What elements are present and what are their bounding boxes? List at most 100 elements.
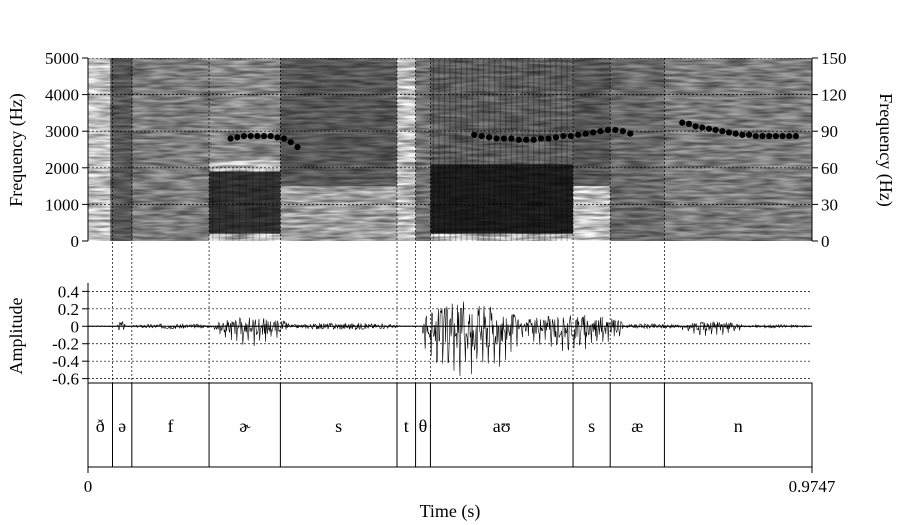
pitch-point xyxy=(486,134,493,141)
tick-label: 0 xyxy=(821,232,830,251)
pitch-point xyxy=(772,132,779,140)
x-max-label: 0.9747 xyxy=(789,477,836,496)
waveform-grid xyxy=(88,291,812,379)
pitch-point xyxy=(759,132,766,140)
tier-label: ð xyxy=(96,416,105,436)
tick-label: 90 xyxy=(821,122,838,141)
waveform-trace xyxy=(87,301,812,377)
text-tier: ð ə f ɚ s t θ aʊ s æ n xyxy=(87,382,813,468)
tier-label: n xyxy=(734,416,743,436)
pitch-point xyxy=(240,132,248,140)
pitch-point xyxy=(523,136,530,143)
tier-label: θ xyxy=(419,416,428,436)
x-min-label: 0 xyxy=(84,477,93,496)
pitch-point xyxy=(685,120,693,127)
pitch-point xyxy=(582,130,589,137)
pitch-point xyxy=(597,128,604,135)
tier-label: ə xyxy=(118,416,126,436)
pitch-point xyxy=(560,132,567,140)
pitch-point xyxy=(612,126,619,134)
pitch-point xyxy=(545,135,552,142)
pitch-point xyxy=(471,131,478,138)
pitch-point xyxy=(552,134,560,141)
amplitude-axis: 0.40.20-0.2-0.4-0.6 xyxy=(52,282,89,389)
pitch-track xyxy=(227,119,799,151)
tick-label: 1000 xyxy=(45,195,79,214)
tier-box xyxy=(87,382,813,468)
tick-label: 0.4 xyxy=(58,282,80,301)
tick-label: 0.2 xyxy=(58,300,79,319)
spectrogram-texture xyxy=(88,58,812,241)
tick-label: 0 xyxy=(71,317,80,336)
pitch-point xyxy=(604,126,612,134)
pitch-point xyxy=(500,135,508,142)
pitch-point xyxy=(766,132,773,140)
left-frequency-axis: 0 1000 2000 3000 4000 5000 xyxy=(45,49,89,251)
spectrogram-panel xyxy=(88,58,812,241)
pitch-point xyxy=(538,135,545,142)
amplitude-y-label: Amplitude xyxy=(6,297,26,374)
tier-label: ɚ xyxy=(239,416,251,436)
tick-label: 5000 xyxy=(45,49,79,68)
pitch-point xyxy=(619,128,626,135)
pitch-point xyxy=(745,131,753,138)
pitch-point xyxy=(732,130,739,137)
pitch-point xyxy=(478,132,485,140)
tick-label: 4000 xyxy=(45,86,79,105)
pitch-point xyxy=(260,132,268,140)
tier-label: f xyxy=(167,416,173,436)
pitch-point xyxy=(287,139,294,146)
tier-label: aʊ xyxy=(493,416,511,436)
pitch-point xyxy=(567,132,574,140)
tick-label: -0.4 xyxy=(52,352,79,371)
pitch-point xyxy=(725,129,733,136)
tick-label: -0.6 xyxy=(52,370,79,389)
pitch-point xyxy=(699,124,706,131)
pitch-point xyxy=(692,123,699,130)
pitch-point xyxy=(705,125,713,132)
pitch-point xyxy=(508,135,515,142)
tier-label: t xyxy=(404,416,409,436)
pitch-point xyxy=(530,136,537,143)
pitch-point xyxy=(792,132,799,140)
pitch-point xyxy=(274,134,281,141)
pitch-point xyxy=(294,143,301,151)
pitch-point xyxy=(589,129,597,136)
pitch-point xyxy=(739,131,746,138)
tier-label: s xyxy=(588,416,595,436)
tick-label: -0.2 xyxy=(52,335,79,354)
pitch-point xyxy=(575,131,582,138)
pitch-point xyxy=(786,132,793,140)
tick-label: 60 xyxy=(821,159,838,178)
tick-label: 2000 xyxy=(45,159,79,178)
tick-label: 0 xyxy=(71,232,80,251)
x-axis-label: Time (s) xyxy=(420,501,481,522)
pitch-point xyxy=(752,132,759,140)
waveform-panel xyxy=(87,291,812,379)
pitch-point xyxy=(267,132,274,140)
right-frequency-axis: 0 30 60 90 120 150 xyxy=(811,49,847,251)
pitch-point xyxy=(719,128,726,135)
tier-label: æ xyxy=(631,416,643,436)
pitch-point xyxy=(234,134,241,141)
left-y-label: Frequency (Hz) xyxy=(6,93,27,206)
pitch-point xyxy=(247,132,254,140)
pitch-point xyxy=(515,136,522,143)
pitch-point xyxy=(493,135,500,142)
right-y-label: Frequency (Hz) xyxy=(875,93,896,206)
pitch-point xyxy=(712,126,719,134)
spectrogram-grid xyxy=(88,58,812,205)
pitch-point xyxy=(227,135,234,142)
tick-label: 150 xyxy=(821,49,847,68)
tick-label: 30 xyxy=(821,195,838,214)
pitch-point xyxy=(627,130,634,137)
pitch-point xyxy=(280,135,288,142)
pitch-point xyxy=(679,119,686,126)
pitch-point xyxy=(779,132,786,140)
tick-label: 3000 xyxy=(45,122,79,141)
tick-label: 120 xyxy=(821,86,847,105)
tier-label: s xyxy=(335,416,342,436)
pitch-point xyxy=(254,132,261,140)
